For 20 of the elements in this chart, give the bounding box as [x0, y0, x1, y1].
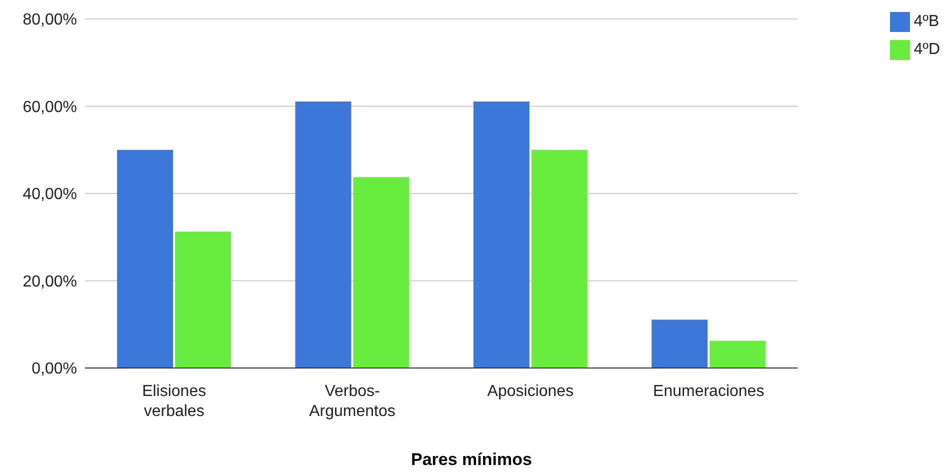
- bar: [175, 232, 232, 368]
- x-tick-label: Verbos-Argumentos: [309, 383, 396, 420]
- y-tick-label: 80,00%: [22, 12, 77, 29]
- bar: [652, 320, 708, 368]
- bar: [353, 177, 410, 368]
- bar: [531, 150, 588, 368]
- y-tick-label: 20,00%: [22, 273, 77, 290]
- legend-label: 4ºD: [914, 41, 940, 58]
- x-tick-label: Aposiciones: [487, 383, 574, 400]
- legend-label: 4ºB: [914, 13, 940, 30]
- bar: [295, 101, 352, 368]
- bar: [473, 101, 530, 368]
- y-tick-label: 0,00%: [32, 360, 77, 378]
- x-tick-label: Enumeraciones: [653, 383, 764, 400]
- bar: [710, 340, 766, 368]
- y-tick-label: 40,00%: [22, 186, 77, 204]
- y-tick-label: 60,00%: [22, 98, 77, 116]
- bar: [117, 150, 174, 368]
- x-tick-label: Elisiones verbales: [142, 383, 206, 420]
- x-axis-title: Pares mínimos: [410, 450, 533, 470]
